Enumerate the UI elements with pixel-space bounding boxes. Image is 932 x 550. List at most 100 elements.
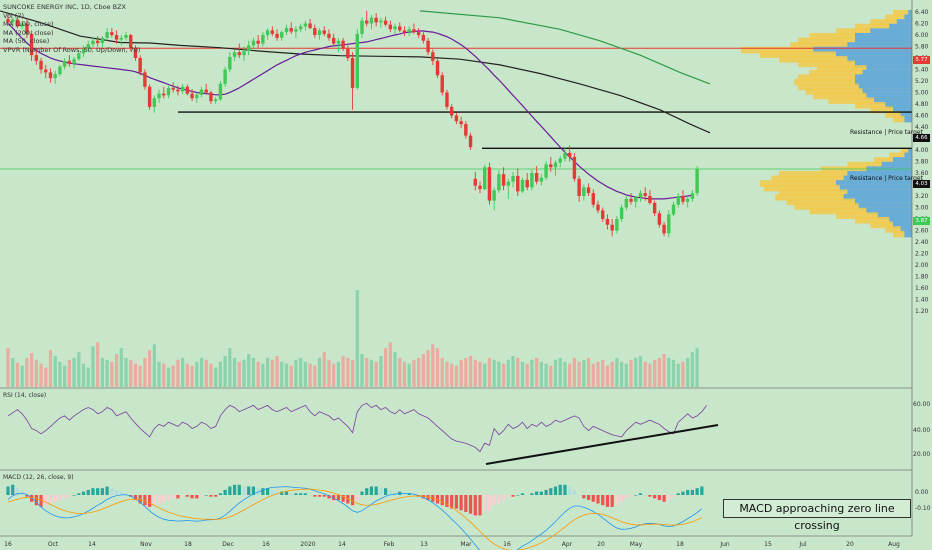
macd-histogram-bar bbox=[478, 495, 482, 516]
candle-body bbox=[402, 30, 407, 33]
candle-body bbox=[374, 17, 378, 23]
volume-bar bbox=[266, 357, 270, 387]
macd-histogram-bar bbox=[86, 489, 90, 495]
volume-bar bbox=[596, 361, 600, 387]
macd-histogram-bar bbox=[289, 493, 293, 495]
vpvr-bar-down bbox=[817, 65, 912, 72]
time-tick-label: 20 bbox=[597, 541, 605, 548]
time-tick-label: Jun bbox=[719, 541, 730, 548]
volume-bar bbox=[497, 361, 501, 387]
candle-body bbox=[247, 45, 251, 52]
volume-bar bbox=[204, 359, 208, 387]
time-tick-label: 20 bbox=[846, 541, 854, 548]
time-tick-label: Nov bbox=[140, 541, 152, 548]
volume-bar bbox=[247, 354, 251, 387]
volume-bar bbox=[58, 361, 62, 387]
candle-body bbox=[195, 94, 199, 99]
volume-bar bbox=[681, 361, 685, 387]
candle-body bbox=[657, 213, 662, 225]
candle-body bbox=[261, 35, 265, 44]
candle-body bbox=[454, 115, 459, 122]
macd-histogram-bar bbox=[58, 495, 62, 501]
volume-bar bbox=[157, 361, 161, 387]
macd-histogram-bar bbox=[620, 495, 624, 502]
ma100-line bbox=[0, 10, 711, 134]
candle-body bbox=[360, 20, 364, 34]
macd-histogram-bar bbox=[181, 495, 185, 497]
candle-body bbox=[58, 66, 62, 75]
vpvr-bar-up bbox=[866, 166, 912, 173]
legend-ma200: MA (200, close) bbox=[3, 28, 54, 37]
volume-bar bbox=[393, 352, 397, 387]
volume-bar bbox=[629, 359, 633, 387]
candle-body bbox=[39, 60, 43, 70]
macd-histogram-bar bbox=[615, 495, 619, 506]
macd-histogram-bar bbox=[464, 495, 468, 512]
volume-bar bbox=[237, 361, 241, 387]
candle-body bbox=[232, 52, 237, 57]
vpvr-bar-up bbox=[855, 37, 912, 45]
level-price-tag-upper: 4.66 bbox=[913, 134, 930, 142]
candle-body bbox=[629, 198, 633, 202]
macd-histogram-bar bbox=[190, 495, 194, 499]
candle-body bbox=[15, 19, 20, 27]
macd-histogram-bar bbox=[176, 495, 180, 499]
macd-histogram-bar bbox=[251, 486, 256, 495]
candle-body bbox=[398, 26, 402, 31]
vpvr-bar-up bbox=[893, 106, 912, 114]
macd-histogram-bar bbox=[440, 495, 444, 506]
candle-body bbox=[322, 30, 326, 34]
candle-body bbox=[662, 224, 666, 234]
moving-averages bbox=[0, 10, 711, 200]
volume-bar bbox=[355, 290, 359, 387]
macd-histogram-bar bbox=[346, 495, 350, 504]
macd-histogram-bar bbox=[223, 489, 227, 495]
macd-histogram-bar bbox=[96, 488, 100, 495]
price-tick-label: 4.40 bbox=[915, 124, 929, 131]
time-tick-label: 16 bbox=[4, 541, 12, 548]
price-tick-label: 6.40 bbox=[915, 9, 929, 16]
rsi-tick-label: 20.00 bbox=[913, 451, 930, 458]
volume-bar bbox=[487, 357, 492, 387]
volume-bar bbox=[190, 365, 194, 387]
time-tick-label: May bbox=[630, 541, 643, 548]
price-tick-label: 2.00 bbox=[915, 262, 929, 269]
macd-histogram-bar bbox=[284, 491, 289, 495]
volume-bar bbox=[100, 357, 104, 387]
volume-bar bbox=[81, 363, 86, 387]
candle-body bbox=[435, 60, 440, 76]
macd-histogram-bar bbox=[270, 489, 274, 495]
candle-body bbox=[544, 164, 548, 178]
vpvr-bar-down bbox=[794, 78, 912, 86]
candle-body bbox=[426, 40, 430, 53]
volume-bar bbox=[492, 359, 496, 387]
volume-bar bbox=[91, 346, 95, 387]
candle-body bbox=[690, 193, 695, 199]
vpvr-bar-up bbox=[855, 74, 912, 81]
candle-body bbox=[95, 40, 100, 44]
legend-ma50: MA (50, close) bbox=[3, 37, 50, 46]
price-tick-label: 5.20 bbox=[915, 78, 929, 85]
candle-body bbox=[176, 89, 180, 92]
macd-title: MACD (12, 26, close, 9) bbox=[3, 474, 74, 481]
candle-body bbox=[48, 72, 53, 79]
volume-bar bbox=[563, 361, 567, 387]
candle-body bbox=[100, 37, 105, 44]
volume-bar bbox=[634, 357, 638, 387]
volume-bar bbox=[303, 361, 307, 387]
macd-histogram-bar bbox=[586, 495, 591, 501]
volume-bar bbox=[280, 361, 284, 387]
candle-body bbox=[209, 92, 213, 102]
macd-histogram-bar bbox=[53, 495, 57, 502]
candle-body bbox=[341, 40, 345, 49]
candle-body bbox=[365, 20, 369, 24]
macd-histogram-bar bbox=[67, 495, 71, 497]
vpvr-bar-down bbox=[836, 212, 912, 219]
volume-bar bbox=[407, 363, 411, 387]
macd-histogram-bar bbox=[143, 495, 147, 506]
vpvr-bar-down bbox=[885, 14, 912, 22]
price-tick-label: 6.20 bbox=[915, 21, 929, 28]
candle-body bbox=[350, 58, 355, 88]
macd-annotation: MACD approaching zero line crossing bbox=[723, 499, 911, 532]
